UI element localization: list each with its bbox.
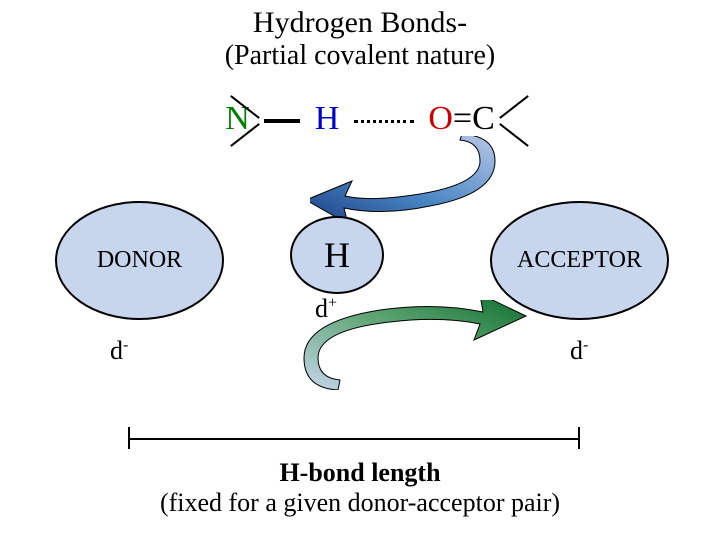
atom-h: H bbox=[315, 100, 340, 137]
acceptor-label: ACCEPTOR bbox=[517, 247, 642, 274]
covalent-bond bbox=[264, 119, 300, 123]
length-line bbox=[128, 438, 580, 440]
formula-row: N H O=C bbox=[0, 100, 720, 138]
delta-minus-left: d- bbox=[110, 336, 128, 366]
caption-plain: (fixed for a given donor-acceptor pair) bbox=[0, 488, 720, 518]
atom-c: C bbox=[472, 100, 495, 137]
arrow-bottom bbox=[300, 300, 530, 390]
donor-label: DONOR bbox=[97, 247, 182, 274]
hydrogen-bond-dots bbox=[354, 120, 414, 123]
atom-o: O bbox=[428, 100, 453, 137]
caption-bold: H-bond length bbox=[0, 458, 720, 488]
arrow-top bbox=[310, 136, 510, 226]
page-title: Hydrogen Bonds- bbox=[0, 6, 720, 40]
donor-ellipse: DONOR bbox=[55, 201, 224, 320]
hydrogen-label: H bbox=[324, 234, 350, 276]
length-tick-right bbox=[578, 427, 580, 449]
page-subtitle: (Partial covalent nature) bbox=[0, 40, 720, 72]
double-bond-equals: = bbox=[453, 100, 472, 137]
delta-minus-right: d- bbox=[570, 336, 588, 366]
hydrogen-ellipse: H bbox=[290, 216, 384, 294]
